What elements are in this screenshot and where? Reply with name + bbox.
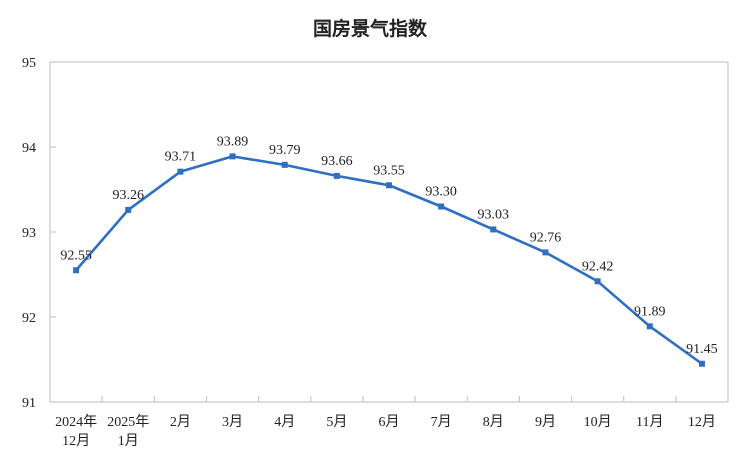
data-label: 93.55 xyxy=(373,163,405,178)
x-tick-label: 10月 xyxy=(584,414,612,430)
data-point-marker xyxy=(646,323,653,330)
x-tick-label: 12月 xyxy=(62,433,90,449)
x-tick-label: 7月 xyxy=(431,414,452,430)
plot-frame xyxy=(49,61,729,403)
data-label: 93.26 xyxy=(112,188,144,203)
data-point-marker xyxy=(281,161,288,168)
data-label: 93.30 xyxy=(425,185,457,200)
x-tick-label: 2月 xyxy=(170,414,191,430)
data-label: 92.76 xyxy=(530,230,562,245)
x-tick-label: 3月 xyxy=(222,414,243,430)
y-tick-label: 94 xyxy=(22,141,36,156)
data-point-marker xyxy=(177,168,184,175)
data-point-marker xyxy=(698,360,705,367)
data-label: 93.71 xyxy=(165,150,197,165)
y-tick-label: 95 xyxy=(22,56,36,71)
data-label: 91.45 xyxy=(686,342,718,357)
data-point-marker xyxy=(386,182,392,189)
data-point-marker xyxy=(333,172,340,179)
data-label: 91.89 xyxy=(634,304,666,319)
x-tick-label: 2025年 xyxy=(107,414,149,430)
data-point-marker xyxy=(490,226,497,233)
x-tick-label: 9月 xyxy=(535,414,556,430)
data-label: 93.03 xyxy=(478,207,510,222)
x-tick-label: 11月 xyxy=(636,414,663,430)
data-point-marker xyxy=(73,267,80,274)
x-tick-label: 1月 xyxy=(118,433,139,449)
x-tick-label: 2024年 xyxy=(55,414,97,430)
y-tick-label: 92 xyxy=(22,311,36,326)
x-tick-label: 12月 xyxy=(688,414,716,430)
data-point-marker xyxy=(594,278,601,285)
y-tick-label: 93 xyxy=(22,226,36,241)
data-label: 92.55 xyxy=(60,248,92,263)
x-tick-label: 5月 xyxy=(326,414,347,430)
chart-title: 国房景气指数 xyxy=(312,18,427,40)
x-tick-label: 8月 xyxy=(483,414,504,430)
data-point-marker xyxy=(438,203,445,210)
data-label: 93.66 xyxy=(321,154,353,169)
data-point-marker xyxy=(542,249,549,256)
y-tick-label: 91 xyxy=(22,396,36,411)
x-tick-label: 4月 xyxy=(274,414,295,430)
data-label: 93.89 xyxy=(217,134,249,149)
data-label: 92.42 xyxy=(582,259,614,274)
data-point-marker xyxy=(125,206,132,213)
data-label: 93.79 xyxy=(269,143,301,158)
data-point-marker xyxy=(229,153,236,160)
x-tick-label: 6月 xyxy=(379,414,400,430)
